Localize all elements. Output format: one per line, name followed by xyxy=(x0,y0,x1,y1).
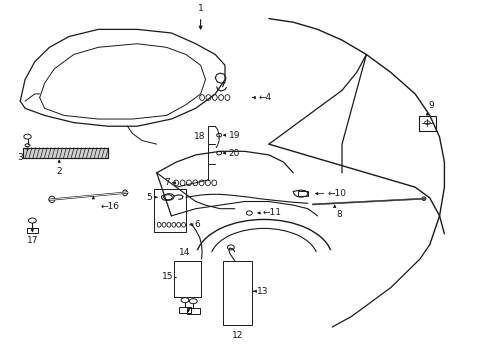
Text: 13: 13 xyxy=(256,287,267,296)
Bar xyxy=(187,308,199,314)
Bar xyxy=(222,261,251,325)
Text: 20: 20 xyxy=(228,149,239,158)
Text: ←16: ←16 xyxy=(101,202,120,211)
Bar xyxy=(179,307,191,313)
Bar xyxy=(418,116,435,131)
Text: ←4: ←4 xyxy=(258,93,271,102)
Text: 7: 7 xyxy=(164,178,170,187)
Text: ←10: ←10 xyxy=(327,189,346,198)
Text: 8: 8 xyxy=(335,211,341,220)
Text: 18: 18 xyxy=(194,132,205,141)
Bar xyxy=(26,228,38,233)
Text: 6: 6 xyxy=(194,220,200,229)
Bar xyxy=(298,191,307,196)
Bar xyxy=(173,261,200,297)
Text: 15: 15 xyxy=(162,272,173,281)
Text: 9: 9 xyxy=(428,101,434,110)
Text: 19: 19 xyxy=(228,131,240,140)
Text: 2: 2 xyxy=(56,167,62,176)
Bar xyxy=(22,148,108,158)
Text: 14: 14 xyxy=(179,248,190,257)
Text: ←11: ←11 xyxy=(263,208,282,217)
Text: 5: 5 xyxy=(146,193,152,202)
Text: 17: 17 xyxy=(26,235,38,244)
Text: 3: 3 xyxy=(17,153,23,162)
Text: 1: 1 xyxy=(197,4,203,13)
Bar xyxy=(154,189,185,232)
Text: 12: 12 xyxy=(231,330,243,339)
